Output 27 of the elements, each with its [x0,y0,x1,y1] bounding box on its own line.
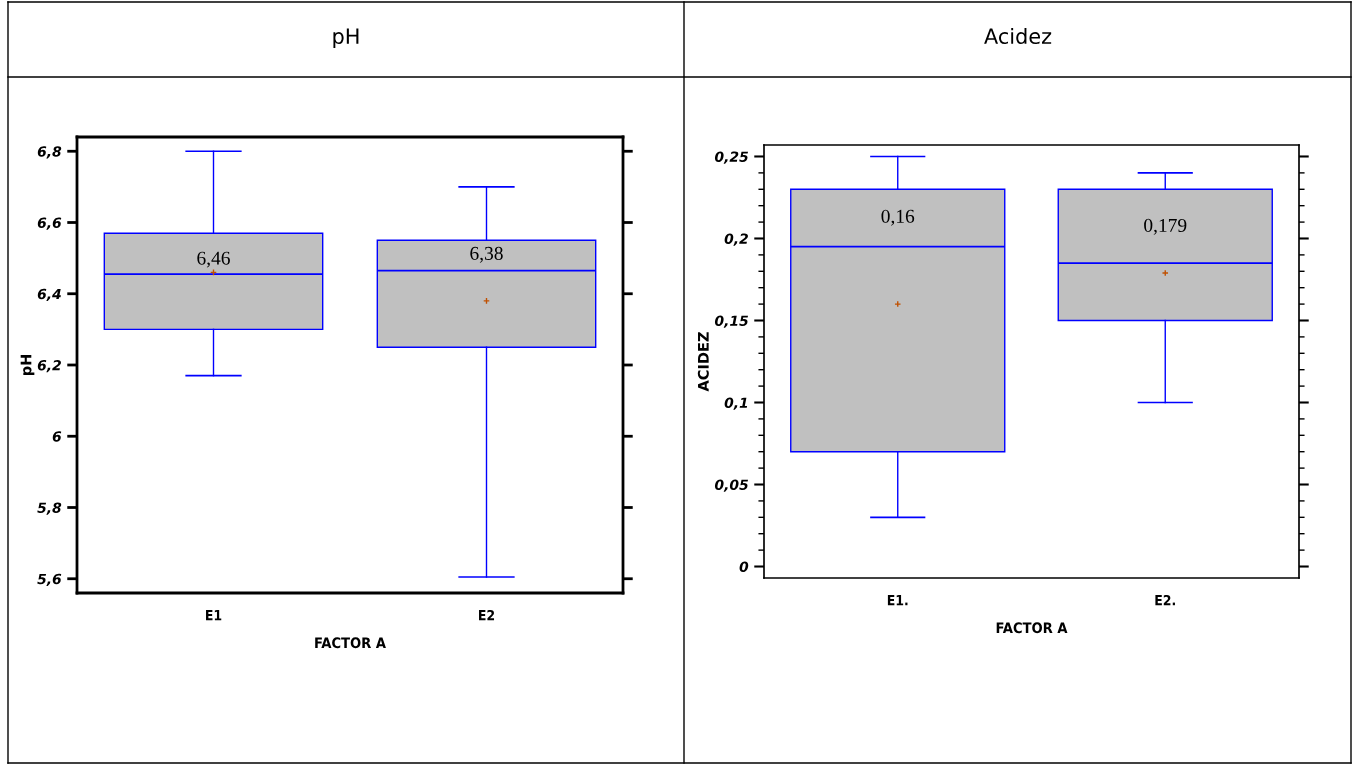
x-tick-label: E1. [887,595,908,606]
y-axis-title: ACIDEZ [697,332,709,392]
y-tick-label: 0,1 [724,397,748,410]
y-tick-label: 6,2 [37,359,61,373]
chart-title: Acidez [984,27,1052,45]
y-tick-label: 5,8 [37,502,62,515]
x-axis-title: FACTOR A [315,637,386,649]
y-tick-label: 5,6 [37,573,62,586]
y-tick-label: 6 [52,431,62,442]
y-tick-label: 0,05 [714,479,749,492]
x-tick-label: E2. [1155,594,1175,606]
chart-title: pH [333,28,359,49]
x-axis-title: FACTOR A [996,622,1068,634]
y-tick-label: 0,25 [714,151,749,164]
y-tick-label: 6,4 [37,288,61,301]
annotation: 6,46 [197,251,230,268]
y-tick-label: 0,15 [714,315,749,328]
annotation: 6,38 [470,246,503,263]
annotation: 0,179 [1144,218,1187,235]
y-axis-title: pH [20,355,35,376]
x-tick-label: E2 [479,609,495,621]
y-tick-label: 6,8 [37,146,62,159]
x-tick-label: E1 [206,610,222,621]
y-tick-label: 0,2 [724,233,748,246]
y-tick-label: 0 [739,561,749,572]
annotation: 0,16 [881,209,915,226]
y-tick-label: 6,6 [37,217,62,230]
